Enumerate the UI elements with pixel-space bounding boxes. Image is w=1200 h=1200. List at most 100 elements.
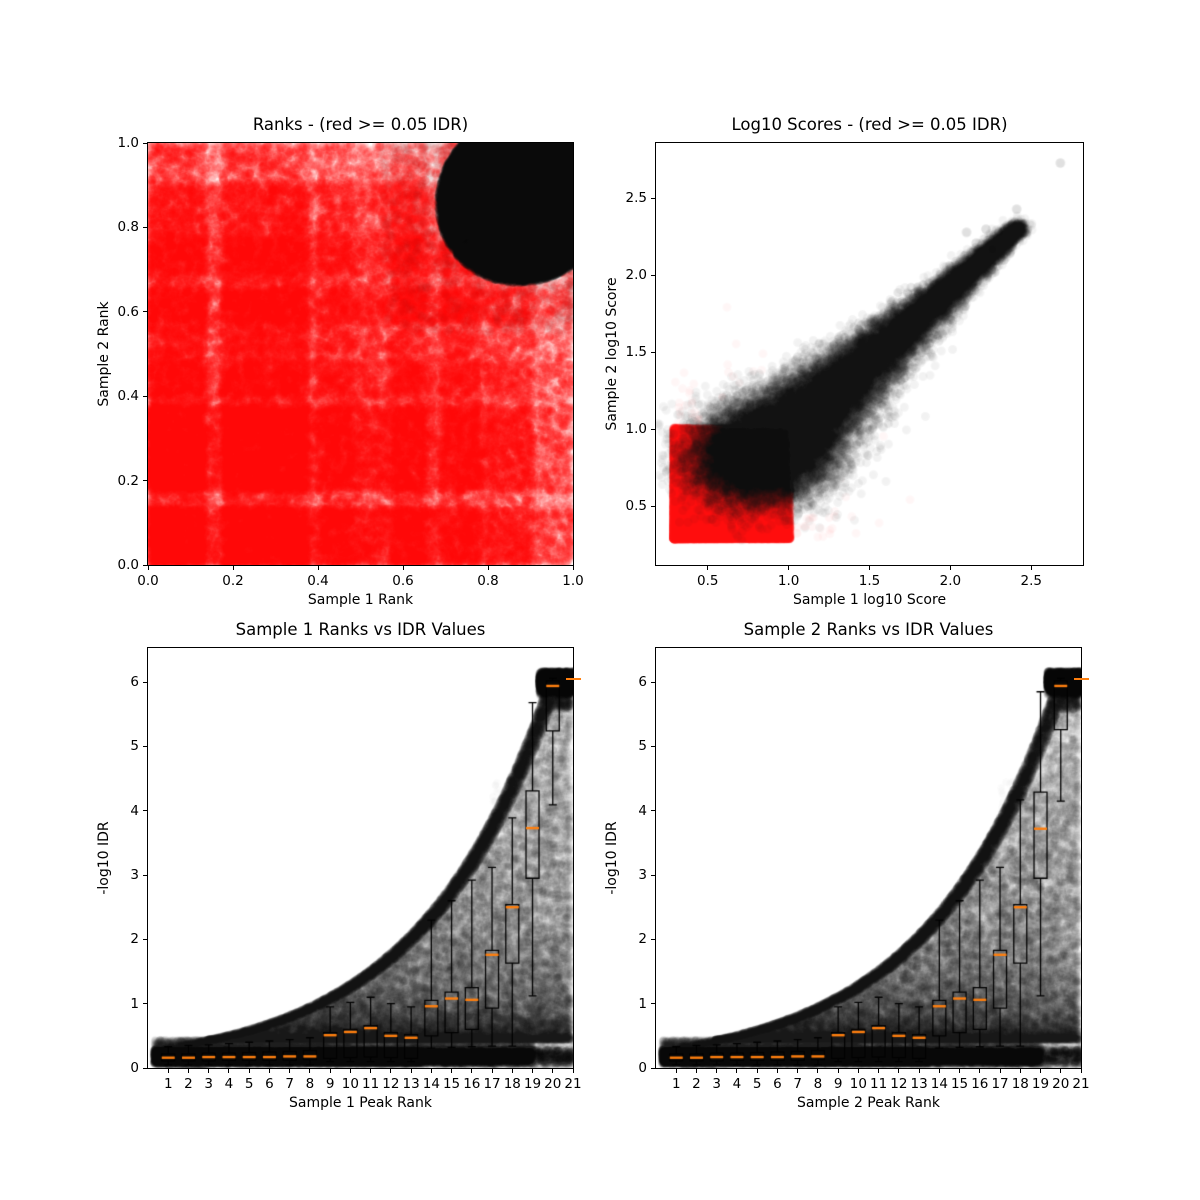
x-tick-mark [370, 1068, 372, 1073]
x-tick-label: 4 [224, 1076, 234, 1092]
x-tick-mark [817, 1068, 819, 1073]
x-tick-label: 0.8 [477, 573, 499, 589]
x-tick-label: 9 [833, 1076, 843, 1092]
x-tick-mark [430, 1068, 432, 1073]
x-tick-mark [511, 1068, 513, 1073]
plot-title: Sample 1 Ranks vs IDR Values [235, 620, 486, 639]
y-tick-label: 1 [638, 995, 647, 1012]
x-tick-label: 11 [362, 1076, 380, 1092]
x-tick-label: 1.0 [562, 573, 584, 589]
x-tick-mark [898, 1068, 900, 1073]
y-tick-label: 0 [638, 1060, 647, 1076]
plot-title: Log10 Scores - (red >= 0.05 IDR) [731, 115, 1008, 134]
x-tick-mark [695, 1068, 697, 1073]
x-tick-mark [552, 1068, 554, 1073]
y-axis-label: -log10 IDR [96, 821, 112, 895]
x-axis-label: Sample 2 Peak Rank [797, 1095, 940, 1111]
x-tick-label: 3 [204, 1076, 213, 1092]
sample1-idr-canvas [148, 648, 573, 1068]
x-tick-label: 14 [422, 1076, 440, 1092]
x-tick-label: 10 [849, 1076, 867, 1092]
y-tick-label: 6 [130, 674, 139, 691]
y-tick-label: 0.0 [117, 557, 139, 573]
x-tick-label: 19 [1031, 1076, 1050, 1092]
plot-title: Sample 2 Ranks vs IDR Values [743, 620, 994, 639]
x-tick-label: 21 [1072, 1076, 1090, 1092]
x-tick-mark [999, 1068, 1001, 1073]
x-tick-label: 16 [971, 1076, 989, 1092]
x-tick-mark [837, 1068, 839, 1073]
x-tick-label: 17 [483, 1076, 501, 1092]
x-tick-label: 20 [1052, 1076, 1070, 1092]
y-tick-label: 0.2 [117, 472, 139, 489]
x-tick-mark [788, 565, 790, 570]
y-tick-label: 2.5 [625, 190, 647, 207]
x-tick-label: 9 [325, 1076, 335, 1092]
x-tick-label: 5 [752, 1076, 762, 1092]
x-tick-label: 1 [671, 1076, 681, 1092]
x-axis-label: Sample 1 log10 Score [792, 592, 947, 608]
x-tick-label: 1.5 [858, 573, 881, 589]
x-tick-label: 8 [305, 1076, 315, 1092]
x-tick-mark [232, 565, 234, 570]
y-tick-label: 0 [130, 1060, 139, 1076]
x-tick-label: 13 [402, 1076, 420, 1092]
x-tick-mark [1060, 1068, 1062, 1073]
x-tick-label: 1 [163, 1076, 173, 1092]
x-tick-label: 6 [265, 1076, 274, 1092]
x-tick-label: 15 [442, 1076, 461, 1092]
x-tick-mark [228, 1068, 230, 1073]
x-tick-mark [938, 1068, 940, 1073]
x-tick-mark [776, 1068, 778, 1073]
x-tick-mark [1030, 565, 1032, 570]
x-tick-mark [1019, 1068, 1021, 1073]
x-tick-mark [248, 1068, 250, 1073]
x-tick-label: 14 [930, 1076, 948, 1092]
x-tick-mark [187, 1068, 189, 1073]
x-tick-mark [309, 1068, 311, 1073]
x-tick-label: 0.0 [137, 573, 159, 589]
x-tick-label: 15 [950, 1076, 969, 1092]
x-tick-mark [349, 1068, 351, 1073]
x-tick-label: 6 [773, 1076, 782, 1092]
y-tick-label: 5 [638, 738, 647, 755]
x-tick-mark [167, 1068, 169, 1073]
y-tick-label: 5 [130, 738, 139, 755]
x-tick-mark [756, 1068, 758, 1073]
x-tick-mark [959, 1068, 961, 1073]
x-tick-mark [491, 1068, 493, 1073]
x-tick-mark [878, 1068, 880, 1073]
y-tick-label: 1 [130, 995, 139, 1012]
x-tick-label: 7 [285, 1076, 294, 1092]
x-tick-label: 2.0 [939, 573, 962, 589]
y-tick-label: 2 [130, 931, 139, 948]
x-tick-label: 20 [544, 1076, 562, 1092]
y-tick-label: 0.8 [117, 219, 139, 236]
x-tick-label: 2 [184, 1076, 193, 1092]
y-axis-label: Sample 2 log10 Score [604, 277, 620, 431]
x-tick-label: 17 [991, 1076, 1009, 1092]
y-tick-label: 2 [638, 931, 647, 948]
x-tick-mark [707, 565, 709, 570]
x-tick-mark [716, 1068, 718, 1073]
x-tick-label: 16 [463, 1076, 481, 1092]
x-tick-label: 4 [732, 1076, 742, 1092]
x-tick-label: 0.4 [307, 573, 329, 589]
y-tick-label: 4 [130, 802, 139, 819]
x-tick-mark [532, 1068, 534, 1073]
x-tick-mark [317, 565, 319, 570]
x-axis-label: Sample 1 Peak Rank [289, 1095, 432, 1111]
x-tick-label: 12 [382, 1076, 400, 1092]
x-tick-mark [857, 1068, 859, 1073]
y-tick-label: 4 [638, 802, 647, 819]
plot-title: Ranks - (red >= 0.05 IDR) [252, 115, 469, 134]
x-tick-mark [451, 1068, 453, 1073]
x-tick-label: 0.5 [697, 573, 719, 589]
x-axis-label: Sample 1 Rank [307, 592, 414, 608]
x-tick-label: 7 [793, 1076, 802, 1092]
x-tick-mark [390, 1068, 392, 1073]
x-tick-label: 18 [503, 1076, 521, 1092]
x-tick-label: 2 [692, 1076, 701, 1092]
x-tick-mark [675, 1068, 677, 1073]
